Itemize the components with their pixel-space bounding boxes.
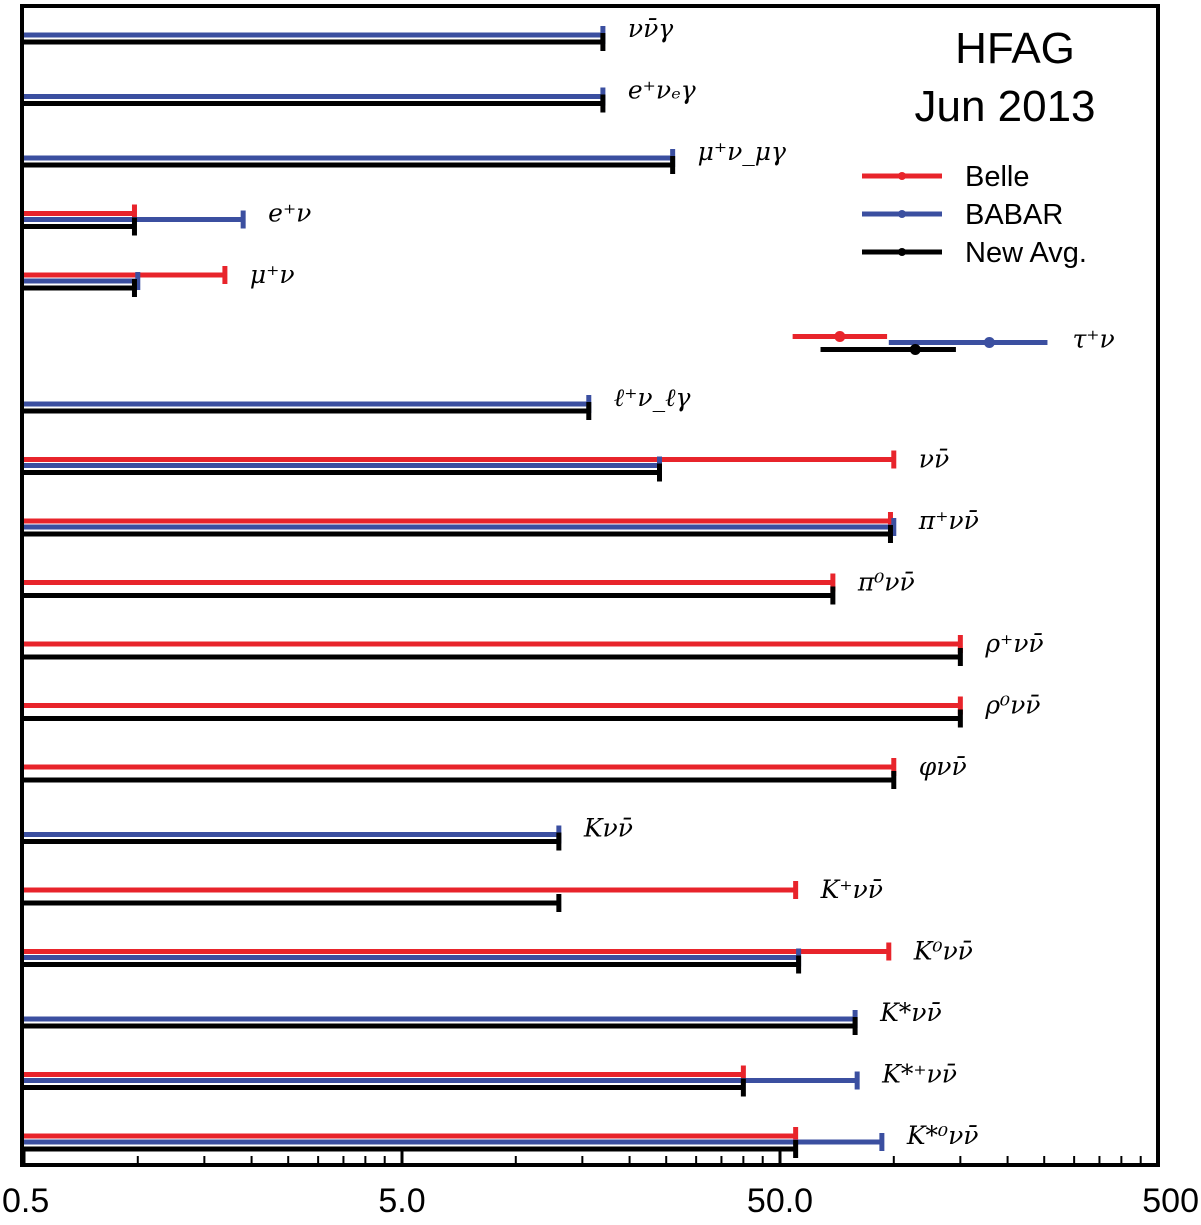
limit-bar-avg bbox=[24, 648, 963, 666]
header-line-1: HFAG bbox=[955, 24, 1075, 73]
row-label: e⁺νₑγ bbox=[628, 76, 696, 105]
limit-bar-belle bbox=[24, 881, 799, 899]
limit-bar-avg bbox=[24, 33, 606, 51]
x-tick-label: 5.0 bbox=[378, 1182, 425, 1220]
limit-bar-babar bbox=[24, 272, 141, 290]
row-label: π⁺νν̄ bbox=[918, 506, 979, 535]
limit-bar-avg bbox=[24, 955, 802, 974]
chart-header: HFAG Jun 2013 bbox=[914, 24, 1095, 131]
limit-bar-avg bbox=[24, 832, 562, 851]
row-label: ρ⁰νν̄ bbox=[984, 691, 1040, 720]
legend-item-avg: New Avg. bbox=[862, 237, 1087, 269]
limit-bar-avg bbox=[24, 894, 562, 912]
legend-swatch-point bbox=[898, 248, 906, 256]
row-label: K*νν̄ bbox=[879, 998, 942, 1027]
limit-bar-avg bbox=[24, 156, 676, 174]
limit-bar-belle bbox=[24, 573, 836, 592]
legend-item-babar: BABAR bbox=[862, 199, 1063, 231]
limit-bar-belle bbox=[24, 696, 963, 715]
header-line-2: Jun 2013 bbox=[914, 82, 1095, 131]
row-label: ℓ⁺ν_ℓγ bbox=[614, 383, 691, 412]
limit-bar-avg bbox=[24, 1140, 799, 1158]
limit-bar-avg bbox=[24, 771, 897, 789]
row-label: ρ⁺νν̄ bbox=[984, 629, 1043, 658]
limit-bar-avg bbox=[24, 1078, 746, 1097]
interval-point bbox=[909, 344, 921, 355]
interval-point bbox=[834, 331, 846, 342]
limit-bar-avg bbox=[24, 279, 137, 297]
limit-bar-belle bbox=[24, 942, 892, 961]
interval-babar bbox=[888, 337, 1048, 348]
legend: Belle BABAR New Avg. bbox=[862, 161, 1087, 269]
limit-bar-avg bbox=[24, 586, 836, 605]
legend-label: Belle bbox=[965, 161, 1030, 193]
limit-bar-belle bbox=[24, 266, 228, 284]
limit-bar-avg bbox=[24, 463, 663, 482]
limit-bar-babar bbox=[24, 1071, 860, 1090]
limit-bar-avg bbox=[24, 709, 963, 728]
row-label: νν̄γ bbox=[628, 14, 673, 43]
legend-label: New Avg. bbox=[965, 237, 1087, 269]
row-label: K*⁰νν̄ bbox=[906, 1121, 979, 1150]
limit-bar-avg bbox=[24, 402, 592, 420]
x-tick-label: 50.0 bbox=[747, 1182, 813, 1220]
row-label: K⁰νν̄ bbox=[913, 937, 973, 966]
row-label: K*⁺νν̄ bbox=[881, 1060, 957, 1089]
interval-point bbox=[983, 337, 995, 348]
bars-group bbox=[24, 26, 1048, 1158]
row-label: e⁺ν bbox=[268, 199, 311, 228]
row-label: φνν̄ bbox=[919, 752, 967, 781]
x-tick-label: 0.5 bbox=[2, 1182, 49, 1220]
interval-avg bbox=[820, 344, 956, 355]
row-labels-group: νν̄γ e⁺νₑγ μ⁺ν_μγ e⁺ν μ⁺ν τ⁺ν ℓ⁺ν_ℓγ νν̄ π⁺νν̄ π⁰… bbox=[250, 14, 1115, 1150]
limit-bar-avg bbox=[24, 525, 893, 543]
x-axis: 0.5 5.0 50.0 500 bbox=[2, 1148, 1199, 1220]
row-label: Kνν̄ bbox=[583, 814, 633, 843]
limit-bar-babar bbox=[24, 518, 897, 536]
row-label: μ⁺ν_μγ bbox=[698, 137, 786, 166]
limit-bar-avg bbox=[24, 1017, 858, 1035]
legend-label: BABAR bbox=[965, 199, 1063, 231]
legend-item-belle: Belle bbox=[862, 161, 1030, 193]
limit-bar-babar bbox=[24, 1133, 885, 1151]
row-label: K⁺νν̄ bbox=[820, 875, 883, 904]
row-label: τ⁺ν bbox=[1072, 325, 1114, 354]
x-tick-label: 500 bbox=[1142, 1182, 1199, 1220]
limit-bar-avg bbox=[24, 94, 606, 113]
limit-bar-belle bbox=[24, 450, 897, 469]
plot-frame bbox=[20, 4, 1160, 1167]
legend-swatch-point bbox=[898, 172, 906, 180]
limit-bar-belle bbox=[24, 758, 897, 776]
row-label: νν̄ bbox=[919, 445, 949, 474]
row-label: π⁰νν̄ bbox=[857, 568, 915, 597]
limit-bar-belle bbox=[24, 635, 963, 653]
legend-swatch-point bbox=[898, 210, 906, 218]
interval-belle bbox=[792, 331, 888, 342]
row-label: μ⁺ν bbox=[250, 260, 295, 289]
limit-bar-avg bbox=[24, 217, 137, 236]
